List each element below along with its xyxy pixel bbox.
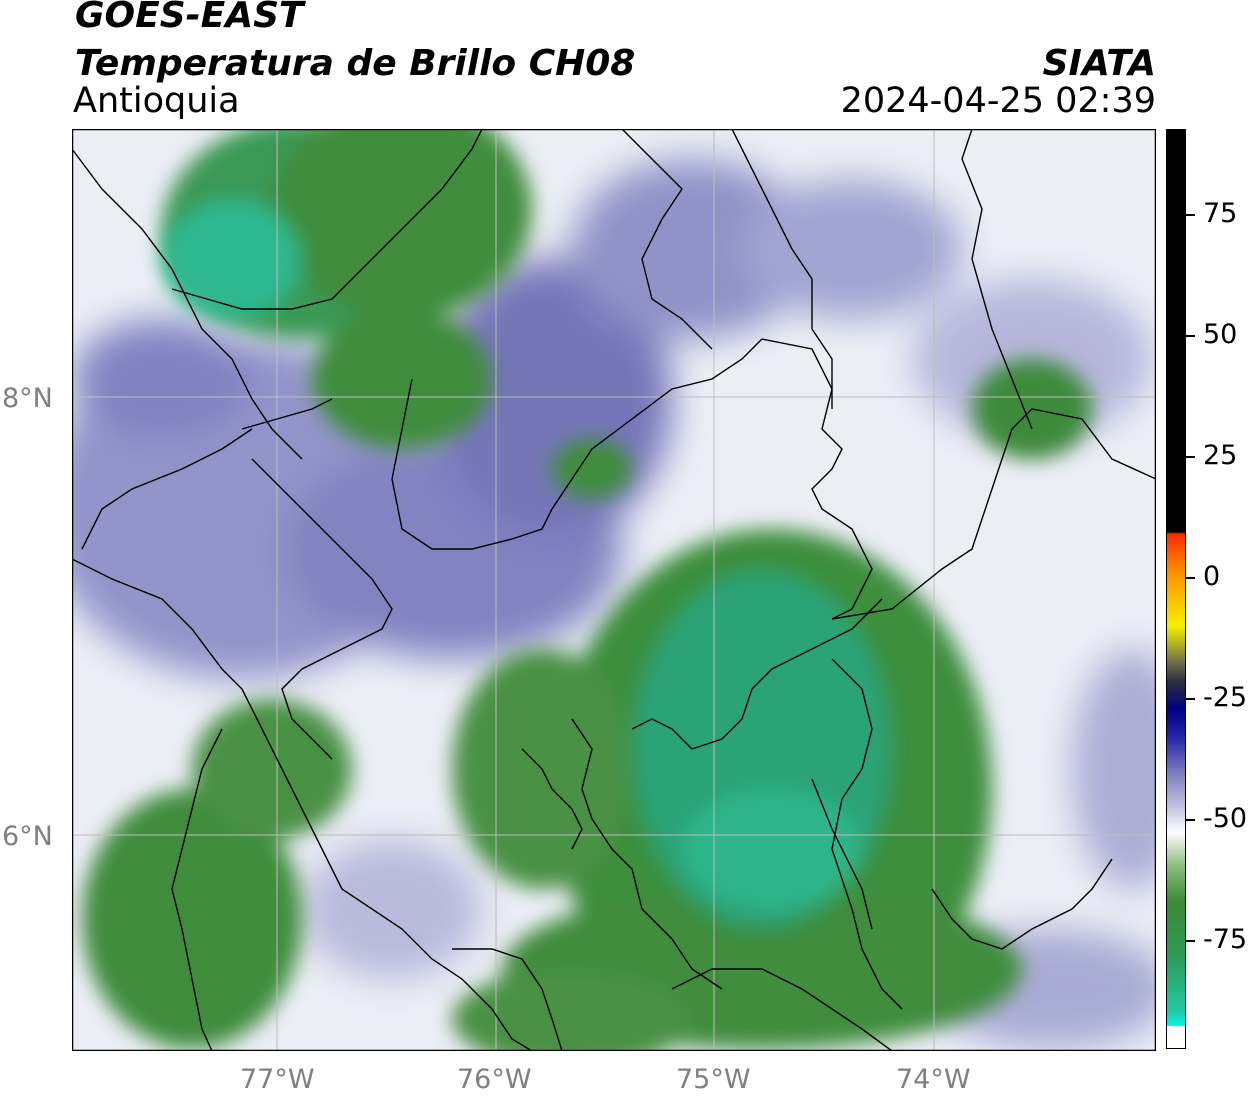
brightness-temperature-map (72, 129, 1156, 1051)
colorbar-label-minus25: -25 (1203, 682, 1248, 713)
region-name: Antioquia (73, 81, 240, 121)
organization-name: SIATA (1042, 43, 1156, 84)
product-title: Temperatura de Brillo CH08 (75, 43, 636, 84)
temperature-colorbar (1166, 129, 1186, 1049)
colorbar-label-50: 50 (1203, 319, 1238, 350)
longitude-label-76w: 76°W (457, 1064, 532, 1095)
colorbar-label-minus50: -50 (1203, 803, 1248, 834)
political-borders (72, 129, 1156, 1051)
warm-cloud-regions (72, 159, 1156, 1049)
latitude-label-6n: 6°N (2, 821, 53, 852)
very-cold-cloud-tops (162, 199, 892, 929)
longitude-label-77w: 77°W (240, 1064, 315, 1095)
graticule (72, 129, 1156, 1051)
longitude-label-74w: 74°W (896, 1064, 971, 1095)
colorbar-label-75: 75 (1203, 198, 1238, 229)
colorbar-label-0: 0 (1203, 561, 1221, 592)
longitude-label-75w: 75°W (676, 1064, 751, 1095)
latitude-label-8n: 8°N (2, 383, 53, 414)
timestamp: 2024-04-25 02:39 (840, 81, 1156, 121)
colorbar-label-25: 25 (1203, 440, 1238, 471)
map-frame (72, 129, 1156, 1051)
colorbar-label-minus75: -75 (1203, 924, 1248, 955)
satellite-title: GOES-EAST (75, 0, 304, 36)
